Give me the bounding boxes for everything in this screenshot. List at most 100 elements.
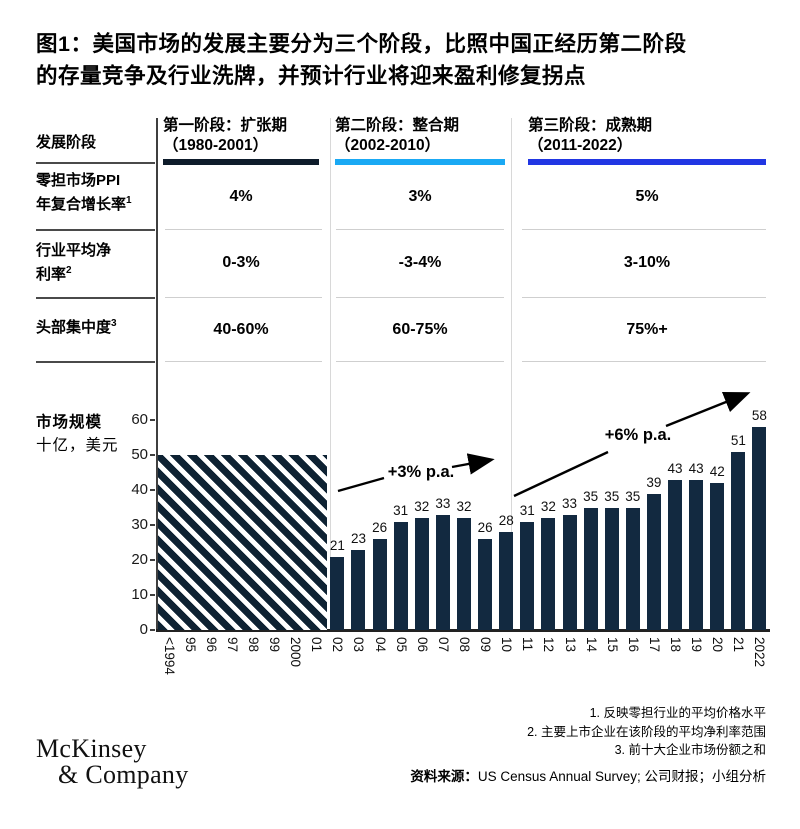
divider — [336, 361, 504, 362]
table-header-development-stage: 发展阶段 — [36, 134, 97, 151]
y-axis-tick-label: 40 — [131, 481, 148, 498]
bar-value-label: 26 — [477, 520, 493, 535]
bar-value-label: 21 — [329, 537, 345, 553]
x-axis-label: 20 — [710, 637, 726, 653]
y-axis-tick-label: 60 — [131, 411, 148, 428]
bar-value-label: 23 — [350, 530, 366, 546]
bar — [604, 507, 619, 630]
row-label-net-margin: 行业平均净 利率2 — [36, 242, 112, 283]
x-axis-label: 07 — [435, 637, 451, 653]
bar — [583, 507, 598, 630]
bar — [414, 518, 429, 630]
x-axis-label: 97 — [224, 637, 240, 653]
x-axis-label: 05 — [393, 637, 409, 653]
divider — [522, 297, 766, 298]
x-axis-label: 04 — [372, 637, 388, 653]
bar — [752, 427, 767, 630]
bar-value-label: 31 — [519, 502, 535, 518]
bar-value-label: 33 — [562, 495, 578, 511]
bar — [393, 521, 408, 630]
divider — [36, 297, 155, 299]
cell-concentration-stage1: 40-60% — [213, 321, 269, 338]
bar — [435, 514, 450, 630]
x-axis-label: 95 — [182, 637, 198, 653]
x-axis-label: 11 — [520, 637, 536, 652]
x-axis-label: 21 — [731, 637, 747, 653]
divider — [336, 297, 504, 298]
bar-value-label: 32 — [540, 499, 556, 514]
row-label-concentration: 头部集中度3 — [36, 318, 117, 336]
bar — [520, 521, 535, 630]
bar — [478, 539, 493, 630]
x-axis-label: <1994 — [161, 637, 177, 675]
bar — [457, 518, 471, 630]
bar-value-label: 43 — [667, 460, 683, 476]
bar — [625, 507, 640, 630]
stage-divider-2-3 — [511, 118, 512, 630]
figure-title-line1: 图1：美国市场的发展主要分为三个阶段，比照中国正经历第二阶段 — [36, 32, 687, 56]
x-axis-label: 98 — [245, 637, 261, 653]
cell-margin-stage1: 0-3% — [222, 254, 260, 271]
cell-ppi-stage3: 5% — [635, 188, 659, 205]
y-axis-tick-mark — [150, 629, 155, 631]
bar — [372, 539, 387, 630]
bar — [499, 532, 514, 630]
bar — [351, 549, 366, 630]
chart-title: 市场规模 — [36, 414, 103, 431]
divider — [336, 229, 504, 230]
stage-3-title: 第三阶段：成熟期 （2011-2022） — [528, 117, 653, 154]
bar-value-label: 31 — [393, 502, 409, 518]
source-text: US Census Annual Survey; 公司财报；小组分析 — [477, 769, 766, 784]
x-axis-label: 12 — [541, 637, 557, 653]
footnote-2: 2. 主要上市企业在该阶段的平均净利率范围 — [527, 724, 766, 739]
y-axis-tick-mark — [150, 489, 155, 491]
stage-2-header: 第二阶段：整合期 （2002-2010） — [335, 116, 505, 165]
y-axis-tick-label: 10 — [131, 586, 148, 603]
cell-ppi-stage1: 4% — [229, 188, 253, 205]
figure-title-line2: 的存量竞争及行业洗牌，并预计行业将迎来盈利修复拐点 — [36, 64, 587, 88]
y-axis-tick-mark — [150, 524, 155, 526]
stage-2-color-bar — [335, 159, 505, 165]
bar-value-label: 35 — [625, 488, 641, 504]
footnote-3: 3. 前十大企业市场份额之和 — [614, 743, 766, 757]
y-axis-tick-mark — [150, 559, 155, 561]
figure-title: 图1：美国市场的发展主要分为三个阶段，比照中国正经历第二阶段 的存量竞争及行业洗… — [36, 28, 776, 92]
x-axis-label: 19 — [689, 637, 705, 653]
stage-1-color-bar — [163, 159, 319, 165]
x-axis-label: 06 — [414, 637, 430, 653]
annotation-stage2-growth: +3% p.a. — [387, 463, 455, 481]
bar — [646, 493, 661, 630]
x-axis-label: 03 — [351, 637, 367, 653]
bar — [541, 518, 556, 630]
bar-value-label: 43 — [688, 460, 704, 476]
annotation-stage3-growth: +6% p.a. — [604, 426, 672, 444]
stage-3-color-bar — [528, 159, 766, 165]
bar-value-label: 32 — [414, 499, 430, 514]
source-line: 资料来源：US Census Annual Survey; 公司财报；小组分析 — [410, 765, 766, 785]
bar — [330, 556, 345, 630]
x-axis-label: 09 — [478, 637, 494, 653]
x-axis-label: 02 — [330, 637, 346, 653]
y-axis-tick-label: 20 — [131, 551, 148, 568]
bar-value-label: 39 — [646, 474, 662, 490]
x-axis-label: 2022 — [752, 637, 768, 668]
bar — [710, 483, 725, 630]
bar-value-label: 58 — [751, 408, 767, 423]
y-axis-tick-label: 50 — [131, 446, 148, 463]
x-axis-label: 15 — [604, 637, 620, 653]
divider — [522, 361, 766, 362]
x-axis-label: 14 — [583, 637, 599, 653]
stage-1-header: 第一阶段：扩张期 （1980-2001） — [163, 116, 319, 165]
bar-value-label: 42 — [709, 464, 725, 479]
y-axis-tick-label: 0 — [139, 621, 148, 638]
divider — [165, 361, 322, 362]
bar — [668, 479, 683, 630]
x-axis-label: 16 — [625, 637, 641, 653]
x-axis-label: 2000 — [288, 637, 304, 668]
stage-2-title: 第二阶段：整合期 （2002-2010） — [335, 117, 460, 154]
x-axis-line — [156, 629, 770, 632]
bar-value-label: 32 — [456, 499, 472, 514]
bar-value-label: 51 — [730, 432, 746, 448]
cell-margin-stage2: -3-4% — [398, 254, 442, 271]
